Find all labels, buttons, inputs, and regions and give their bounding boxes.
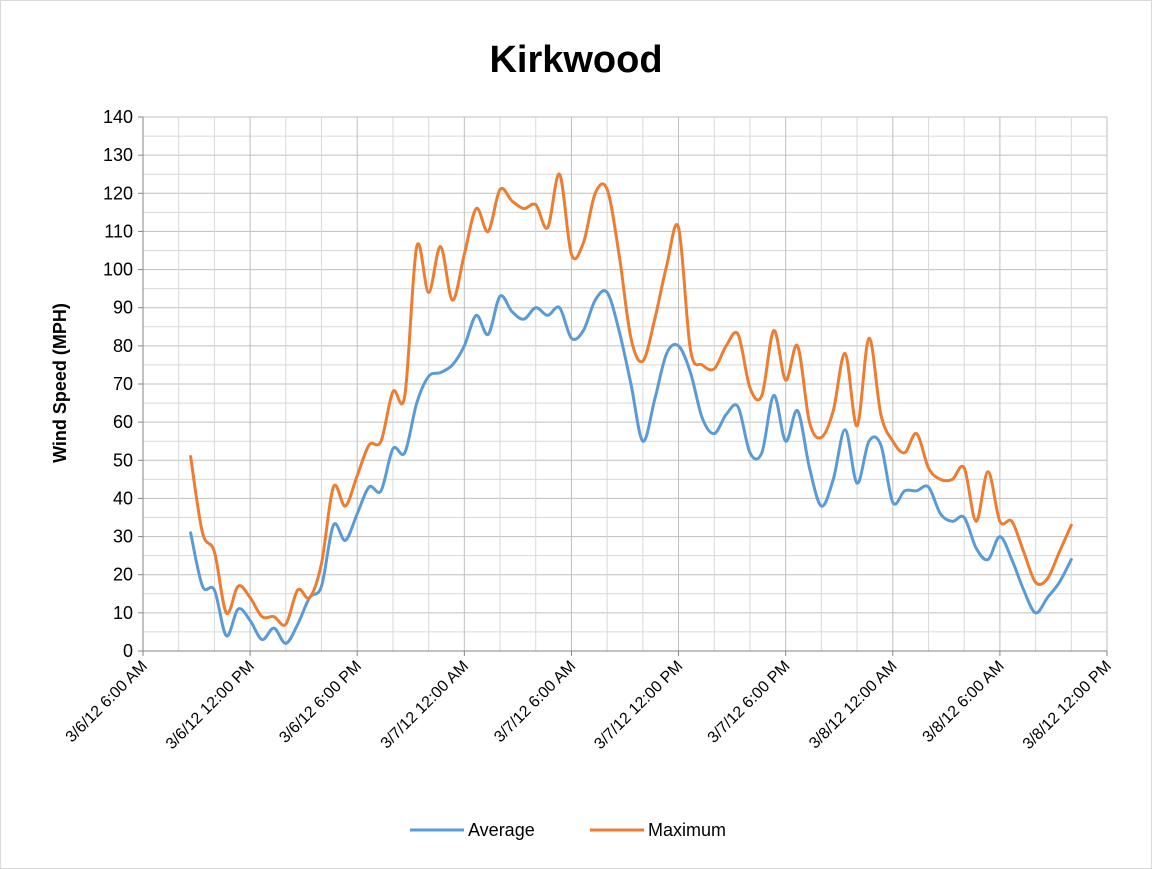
legend-label-maximum: Maximum [648, 820, 726, 840]
x-tick-label: 3/8/12 6:00 AM [920, 658, 1008, 746]
x-tick-label: 3/6/12 6:00 AM [63, 658, 151, 746]
y-tick-label: 130 [103, 145, 133, 165]
legend: Average Maximum [410, 820, 726, 840]
y-tick-label: 50 [113, 450, 133, 470]
y-tick-label: 30 [113, 527, 133, 547]
y-tick-label: 40 [113, 488, 133, 508]
x-tick-label: 3/8/12 12:00 AM [806, 658, 900, 752]
y-tick-labels: 0 10 20 30 40 50 60 70 80 90 100 110 120 130 140 [103, 107, 133, 661]
y-tick-label: 90 [113, 298, 133, 318]
series-lines [189, 172, 1073, 645]
y-tick-label: 60 [113, 412, 133, 432]
axes [138, 116, 1108, 656]
series-line-maximum [189, 172, 1073, 627]
y-tick-label: 10 [113, 603, 133, 623]
y-tick-label: 0 [123, 641, 133, 661]
series-line-average [189, 289, 1073, 645]
y-tick-label: 70 [113, 374, 133, 394]
y-tick-label: 120 [103, 183, 133, 203]
x-tick-label: 3/6/12 12:00 PM [163, 658, 258, 753]
y-tick-label: 110 [104, 221, 133, 241]
y-axis-label: Wind Speed (MPH) [50, 303, 70, 463]
x-tick-label: 3/7/12 12:00 PM [591, 658, 686, 753]
x-tick-label: 3/7/12 6:00 PM [705, 658, 794, 747]
x-tick-labels: 3/6/12 6:00 AM 3/6/12 12:00 PM 3/6/12 6:00… [63, 658, 1115, 753]
x-tick-label: 3/8/12 12:00 PM [1020, 658, 1115, 753]
x-tick-label: 3/7/12 6:00 AM [491, 658, 579, 746]
y-tick-label: 80 [113, 336, 133, 356]
x-tick-label: 3/6/12 6:00 PM [276, 658, 365, 747]
gridlines [143, 116, 1108, 651]
y-tick-label: 100 [103, 260, 133, 280]
y-tick-label: 140 [103, 107, 133, 127]
y-tick-label: 20 [113, 565, 133, 585]
x-tick-label: 3/7/12 12:00 AM [378, 658, 472, 752]
legend-label-average: Average [468, 820, 535, 840]
chart-title: Kirkwood [489, 39, 662, 81]
